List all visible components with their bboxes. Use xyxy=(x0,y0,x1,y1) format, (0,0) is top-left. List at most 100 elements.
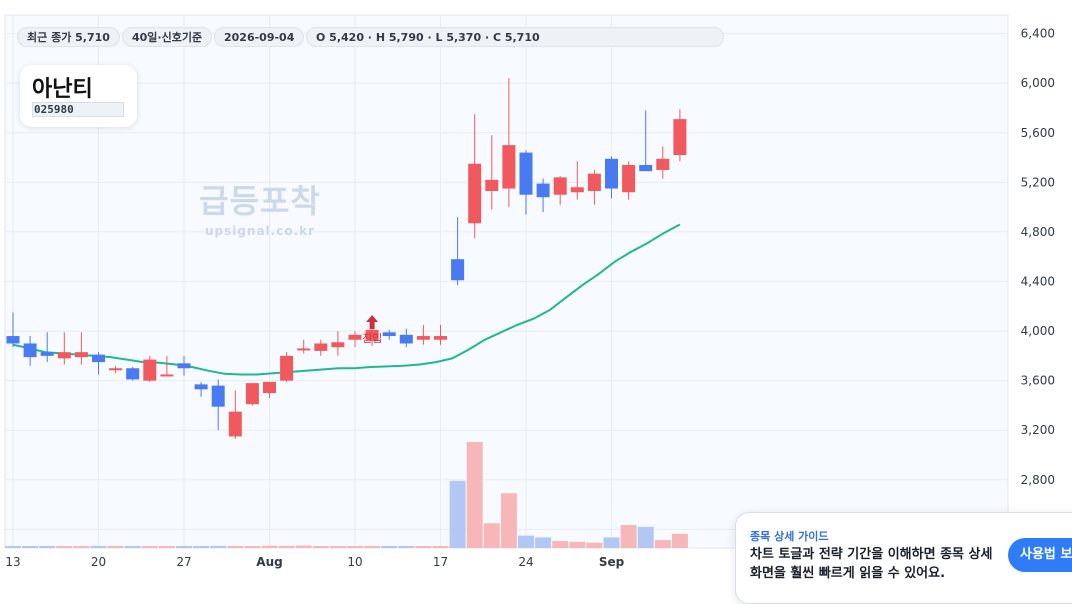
candle-body xyxy=(331,342,345,348)
candle-body xyxy=(536,183,550,198)
volume-bar xyxy=(5,546,21,548)
volume-bar xyxy=(210,545,227,548)
volume-bar xyxy=(193,546,210,548)
candle-body xyxy=(126,368,140,380)
last-close-badge: 최근 종가 5,710 xyxy=(17,27,120,47)
volume-bar xyxy=(158,546,175,548)
candle-body xyxy=(468,163,482,224)
volume-bar xyxy=(552,540,569,548)
watermark-title: 급등포착 xyxy=(199,182,321,220)
candle-body xyxy=(570,187,584,193)
x-tick-label: Sep xyxy=(599,555,625,569)
volume-bar xyxy=(312,546,329,548)
volume-bar xyxy=(364,546,381,548)
volume-bar xyxy=(671,533,688,548)
volume-bar xyxy=(227,546,244,548)
candle-body xyxy=(314,343,328,351)
entry-marker-label: 진입 xyxy=(362,332,382,345)
date-badge: 2026-09-04 xyxy=(214,27,305,47)
candle-body xyxy=(502,145,516,189)
guide-body: 차트 토글과 전략 기간을 이해하면 종목 상세 화면을 훨씬 빠르게 읽을 수… xyxy=(750,547,993,581)
volume-bar xyxy=(535,537,552,548)
volume-bar xyxy=(90,546,107,548)
volume-bar xyxy=(107,546,124,548)
volume-bar xyxy=(39,546,56,548)
candle-body xyxy=(6,336,20,344)
candle-body xyxy=(109,368,123,371)
ticker-code: 025980 xyxy=(32,102,124,117)
y-tick-label: 4,000 xyxy=(1021,324,1055,338)
volume-bar xyxy=(295,545,312,548)
volume-bar xyxy=(415,546,432,548)
candle-body xyxy=(382,332,396,337)
ohlc-readout: O 5,420 · H 5,790 · L 5,370 · C 5,710 xyxy=(306,27,724,47)
candle-body xyxy=(40,352,54,356)
y-tick-label: 5,200 xyxy=(1021,175,1055,189)
period-badge: 40일·신호기준 xyxy=(122,27,213,47)
volume-bar xyxy=(483,523,500,548)
volume-bar xyxy=(603,537,620,548)
volume-bar xyxy=(432,546,449,548)
candle-body xyxy=(263,381,276,394)
y-tick-label: 4,800 xyxy=(1021,225,1055,239)
candle-body xyxy=(673,119,687,156)
candle-body xyxy=(365,329,379,341)
watermark-url: upsignal.co.kr xyxy=(204,224,316,238)
volume-bar xyxy=(22,546,39,548)
candle-body xyxy=(280,355,294,381)
volume-bar xyxy=(278,545,295,548)
volume-bar xyxy=(586,542,603,548)
guide-popup[interactable]: 종목 상세 가이드 차트 토글과 전략 기간을 이해하면 종목 상세 화면을 훨… xyxy=(735,512,1072,604)
y-tick-label: 5,600 xyxy=(1021,126,1055,140)
x-tick-label: 17 xyxy=(433,555,448,569)
candle-body xyxy=(143,359,157,381)
candle-body xyxy=(451,259,465,281)
candle-body xyxy=(605,158,618,189)
candle-body xyxy=(23,343,37,358)
volume-bar xyxy=(449,480,466,548)
candle-body xyxy=(348,334,362,340)
candlestick-chart-canvas[interactable]: 6,400 6,000 5,600 5,200 4,800 4,400 4,000 3,600… xyxy=(0,0,1072,579)
candle-body xyxy=(656,158,670,170)
candle-body xyxy=(416,336,430,340)
volume-bar xyxy=(637,526,654,548)
volume-bar xyxy=(56,546,73,548)
volume-bar xyxy=(620,525,637,548)
volume-bar xyxy=(261,545,278,548)
candle-body xyxy=(587,173,601,192)
candle-body xyxy=(434,336,447,340)
y-tick-label: 6,400 xyxy=(1021,27,1055,41)
volume-bar xyxy=(347,546,363,548)
candle-body xyxy=(160,374,174,377)
ticker-name: 아난티 xyxy=(32,77,93,102)
y-tick-label: 6,000 xyxy=(1021,76,1055,90)
y-tick-label: 4,400 xyxy=(1021,275,1055,289)
candle-body xyxy=(57,352,71,359)
candle-body xyxy=(639,164,653,172)
candle-body xyxy=(177,363,191,369)
volume-bar xyxy=(176,546,192,548)
moving-average-line xyxy=(12,223,681,376)
watermark: 급등포착 upsignal.co.kr xyxy=(192,176,328,238)
guide-button[interactable]: 사용법 보기 xyxy=(1008,538,1072,572)
candle-body xyxy=(485,179,499,192)
candle-body xyxy=(228,411,242,437)
y-tick-label: 3,600 xyxy=(1021,374,1055,388)
entry-arrow-icon xyxy=(366,315,379,329)
x-tick-label: 10 xyxy=(347,555,362,569)
x-tick-label: 27 xyxy=(176,555,191,569)
x-tick-label: 20 xyxy=(91,555,106,569)
ticker-card: 아난티 025980 xyxy=(20,65,137,127)
candle-body xyxy=(553,177,567,195)
candle-body xyxy=(74,352,88,358)
volume-bar xyxy=(518,535,534,548)
candle-body xyxy=(519,152,533,195)
volume-bar xyxy=(569,541,586,548)
volume-bar xyxy=(466,442,483,548)
volume-bar xyxy=(244,546,261,548)
volume-bar xyxy=(124,546,141,548)
candle-body xyxy=(211,385,225,407)
price-chart[interactable]: 6,400 6,000 5,600 5,200 4,800 4,400 4,000 3,600… xyxy=(0,0,1072,579)
volume-bar xyxy=(398,546,415,548)
guide-heading: 종목 상세 가이드 xyxy=(750,530,829,543)
